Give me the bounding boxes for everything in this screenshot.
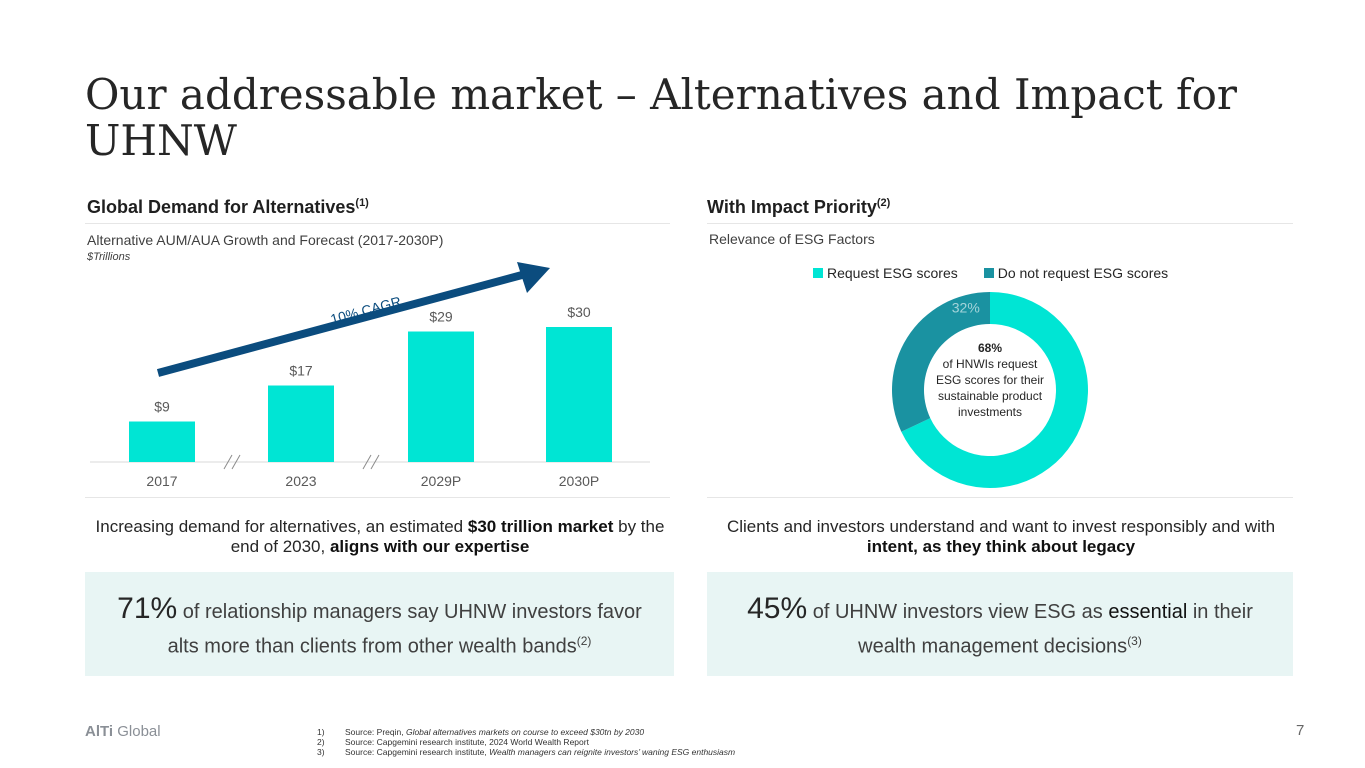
donut-slice-request	[901, 292, 1088, 488]
bar-2017	[129, 421, 195, 462]
left-statement-bold1: $30 trillion market	[467, 517, 614, 536]
donut-center-description: of HNWIs request ESG scores for their su…	[935, 357, 1045, 419]
footnote-text: Source: Capgemini research institute,	[345, 747, 490, 757]
left-heading-text: Global Demand for Alternatives	[87, 197, 356, 217]
footnote-italic: Wealth managers can reignite investors’ …	[489, 747, 736, 757]
x-tick-label: 2030P	[559, 473, 599, 489]
bar-2029P	[408, 331, 474, 462]
footnote-text: Source: Capgemini research institute, 20…	[345, 737, 589, 747]
bar-chart-subtitle: Alternative AUM/AUA Growth and Forecast …	[87, 232, 444, 248]
donut-slice-no-request	[892, 292, 990, 432]
right-callout-essential: essential	[1108, 601, 1188, 623]
left-statement-text2: by the end of 2030,	[230, 517, 665, 556]
axis-break-mark	[223, 454, 241, 470]
right-callout-body2: in their wealth management decisions	[858, 601, 1253, 658]
right-callout-body1: of UHNW investors view ESG as	[807, 601, 1109, 623]
bar-2023	[268, 385, 334, 462]
logo-brand-rest: Global	[113, 723, 161, 740]
footnote-num: 2)	[317, 737, 325, 747]
bar-2030P	[546, 327, 612, 462]
legend-swatch-no-request	[983, 268, 994, 278]
cagr-label: 10% CAGR	[329, 293, 403, 327]
legend-swatch-request	[813, 268, 823, 278]
footnotes: 1) Source: Preqin, Global alternatives ma…	[317, 727, 735, 757]
right-callout-box: 45% of UHNW investors view ESG as essent…	[707, 572, 1293, 676]
alternatives-bar-chart: $9 2017 $17 2023 $29 2029P $30 2030P 10% CAGR	[90, 262, 650, 489]
left-statement-text1: Increasing demand for alternatives, an e…	[95, 517, 468, 536]
page-title: Our addressable market – Alternatives an…	[85, 70, 1237, 165]
footnote-3: 3) Source: Capgemini research institute, …	[317, 747, 735, 757]
left-callout-footnote: (2)	[576, 634, 592, 648]
right-statement-text: Clients and investors understand and wan…	[726, 517, 1276, 536]
legend-label-request: Request ESG scores	[827, 265, 958, 281]
bar-value-label: $9	[154, 399, 170, 415]
donut-slice-label: 32%	[952, 299, 980, 315]
bar-value-label: $17	[289, 363, 313, 379]
donut-center-text: 68% of HNWIs request ESG scores for thei…	[935, 340, 1045, 420]
page-number: 7	[1296, 722, 1305, 739]
right-callout-text: 45% of UHNW investors view ESG as essent…	[707, 572, 1293, 662]
right-statement: Clients and investors understand and wan…	[712, 517, 1290, 557]
left-statement: Increasing demand for alternatives, an e…	[90, 517, 670, 557]
left-chart-divider	[85, 497, 670, 498]
x-tick-label: 2017	[146, 473, 177, 489]
footnote-1: 1) Source: Preqin, Global alternatives ma…	[317, 727, 735, 737]
axis-break-mark	[362, 454, 380, 470]
right-heading-footnote: (2)	[876, 197, 891, 209]
right-heading-divider	[707, 223, 1293, 224]
bar-chart-units: $Trillions	[87, 251, 131, 263]
bar-value-label: $30	[567, 304, 591, 320]
footnote-num: 1)	[317, 727, 325, 737]
legend-item-no-request: Do not request ESG scores	[983, 265, 1169, 281]
left-statement-bold2: aligns with our expertise	[329, 537, 530, 556]
donut-legend: Request ESG scores Do not request ESG sc…	[813, 265, 1168, 281]
legend-label-no-request: Do not request ESG scores	[997, 265, 1169, 281]
right-section-heading: With Impact Priority(2)	[707, 197, 890, 218]
right-callout-footnote: (3)	[1127, 634, 1142, 648]
cagr-arrow	[156, 262, 550, 377]
left-callout-text: 71% of relationship managers say UHNW in…	[85, 572, 674, 662]
right-callout-stat: 45%	[747, 592, 808, 625]
footnote-text: Source: Preqin,	[345, 727, 406, 737]
right-heading-text: With Impact Priority	[707, 197, 877, 217]
bar-value-label: $29	[429, 309, 453, 325]
right-chart-divider	[707, 497, 1293, 498]
footnote-2: 2) Source: Capgemini research institute, …	[317, 737, 735, 747]
footer-logo: AlTi Global	[85, 723, 161, 740]
left-callout-body: of relationship managers say UHNW invest…	[167, 601, 642, 658]
left-heading-footnote: (1)	[355, 197, 369, 209]
left-heading-divider	[85, 223, 670, 224]
legend-item-request: Request ESG scores	[813, 265, 958, 281]
footnote-num: 3)	[317, 747, 325, 757]
left-callout-stat: 71%	[117, 592, 178, 625]
esg-donut-chart: 68% 32%	[890, 292, 1088, 488]
donut-center-pct: 68%	[977, 341, 1003, 355]
right-statement-bold: intent, as they think about legacy	[866, 537, 1136, 556]
left-section-heading: Global Demand for Alternatives(1)	[87, 197, 369, 218]
left-callout-box: 71% of relationship managers say UHNW in…	[85, 572, 674, 676]
x-tick-label: 2029P	[421, 473, 461, 489]
logo-brand-bold: AlTi	[85, 723, 114, 740]
x-tick-label: 2023	[285, 473, 316, 489]
donut-chart-subtitle: Relevance of ESG Factors	[709, 231, 875, 247]
footnote-italic: Global alternatives markets on course to…	[405, 727, 645, 737]
